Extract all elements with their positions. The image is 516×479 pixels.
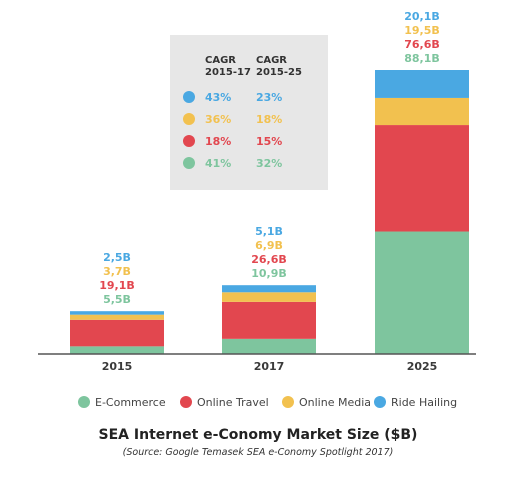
- bar-segment-2015-2: [70, 319, 164, 347]
- bar-segment-2015-1: [70, 346, 164, 354]
- legend-marker-3: [282, 396, 294, 408]
- value-label-2017-4: 5,1B: [255, 225, 283, 238]
- cagr-value-2015-25-2: 18%: [256, 113, 282, 126]
- bar-segment-2015-3: [70, 314, 164, 320]
- value-label-2017-1: 10,9B: [251, 267, 287, 280]
- value-label-2025-3: 19,5B: [404, 24, 440, 37]
- cagr-dot-1: [183, 91, 195, 103]
- legend-label-2: Online Travel: [197, 396, 269, 409]
- cagr-panel: [170, 35, 328, 190]
- value-label-2017-3: 6,9B: [255, 239, 283, 252]
- bar-segment-2017-3: [222, 292, 316, 302]
- cagr-value-2015-17-2: 36%: [205, 113, 231, 126]
- chart-title: SEA Internet e-Conomy Market Size ($B): [98, 427, 418, 443]
- legend: E-Commerce Online Travel Online Media Ride …: [78, 396, 457, 409]
- value-label-2017-2: 26,6B: [251, 253, 287, 266]
- bar-segment-2017-1: [222, 338, 316, 354]
- cagr-header-2-line-2: 2015-25: [256, 67, 302, 78]
- chart-source: (Source: Google Temasek SEA e-Conomy Spo…: [122, 447, 394, 458]
- category-labels: 2015 2017 2025: [102, 360, 438, 373]
- category-label-2025: 2025: [407, 360, 438, 373]
- value-label-2015-2: 19,1B: [99, 279, 135, 292]
- value-label-2015-3: 3,7B: [103, 265, 131, 278]
- legend-label-4: Ride Hailing: [391, 396, 457, 409]
- value-label-2025-4: 20,1B: [404, 10, 440, 23]
- cagr-value-2015-25-1: 23%: [256, 91, 282, 104]
- legend-marker-4: [374, 396, 386, 408]
- value-label-2015-1: 5,5B: [103, 293, 131, 306]
- cagr-header-2-line-1: CAGR: [256, 55, 287, 66]
- legend-label-3: Online Media: [299, 396, 371, 409]
- bar-segment-2015-4: [70, 311, 164, 315]
- cagr-value-2015-25-4: 32%: [256, 157, 282, 170]
- bar-segment-2017-4: [222, 285, 316, 293]
- category-label-2015: 2015: [102, 360, 133, 373]
- cagr-value-2015-17-1: 43%: [205, 91, 231, 104]
- bar-segment-2025-4: [375, 70, 469, 98]
- cagr-dot-3: [183, 135, 195, 147]
- bar-segment-2025-3: [375, 97, 469, 126]
- cagr-dot-4: [183, 157, 195, 169]
- cagr-value-2015-17-3: 18%: [205, 135, 231, 148]
- bar-segment-2017-2: [222, 301, 316, 339]
- legend-label-1: E-Commerce: [95, 396, 166, 409]
- bar-segment-2025-2: [375, 125, 469, 232]
- cagr-value-2015-25-3: 15%: [256, 135, 282, 148]
- bar-segment-2025-1: [375, 231, 469, 354]
- value-label-2025-1: 88,1B: [404, 52, 440, 65]
- bars: [70, 70, 469, 354]
- cagr-dot-2: [183, 113, 195, 125]
- legend-marker-1: [78, 396, 90, 408]
- cagr-header-1-line-1: CAGR: [205, 55, 236, 66]
- cagr-header-1-line-2: 2015-17: [205, 67, 251, 78]
- cagr-value-2015-17-4: 41%: [205, 157, 231, 170]
- value-label-2015-4: 2,5B: [103, 251, 131, 264]
- value-label-2025-2: 76,6B: [404, 38, 440, 51]
- category-label-2017: 2017: [254, 360, 285, 373]
- legend-marker-2: [180, 396, 192, 408]
